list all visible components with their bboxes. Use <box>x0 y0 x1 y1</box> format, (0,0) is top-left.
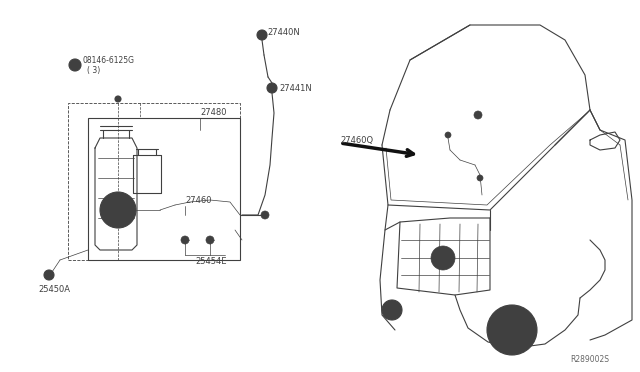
Text: 25454E: 25454E <box>195 257 227 266</box>
Circle shape <box>257 30 267 40</box>
Bar <box>68 103 240 260</box>
Text: 08146-6125G: 08146-6125G <box>82 55 134 64</box>
Text: 25450A: 25450A <box>38 285 70 295</box>
Circle shape <box>445 132 451 138</box>
Text: R289002S: R289002S <box>570 356 609 365</box>
Text: 27441N: 27441N <box>279 83 312 93</box>
Text: 27440N: 27440N <box>267 28 300 36</box>
Text: ( 3): ( 3) <box>87 65 100 74</box>
Circle shape <box>431 246 455 270</box>
Circle shape <box>497 315 527 345</box>
Circle shape <box>382 300 402 320</box>
Text: 27480: 27480 <box>200 108 227 116</box>
Text: 27460Q: 27460Q <box>340 135 373 144</box>
Text: B: B <box>72 61 78 70</box>
Circle shape <box>100 192 136 228</box>
Circle shape <box>487 305 537 355</box>
Circle shape <box>267 83 277 93</box>
Bar <box>88 118 240 260</box>
Circle shape <box>206 236 214 244</box>
Circle shape <box>44 270 54 280</box>
Circle shape <box>477 175 483 181</box>
Circle shape <box>106 214 114 222</box>
Text: 27460: 27460 <box>185 196 211 205</box>
Circle shape <box>107 199 129 221</box>
Circle shape <box>387 305 397 315</box>
Circle shape <box>474 111 482 119</box>
Circle shape <box>69 59 81 71</box>
Circle shape <box>115 96 121 102</box>
Circle shape <box>181 236 189 244</box>
Circle shape <box>261 211 269 219</box>
Circle shape <box>122 214 130 222</box>
Circle shape <box>506 324 518 336</box>
